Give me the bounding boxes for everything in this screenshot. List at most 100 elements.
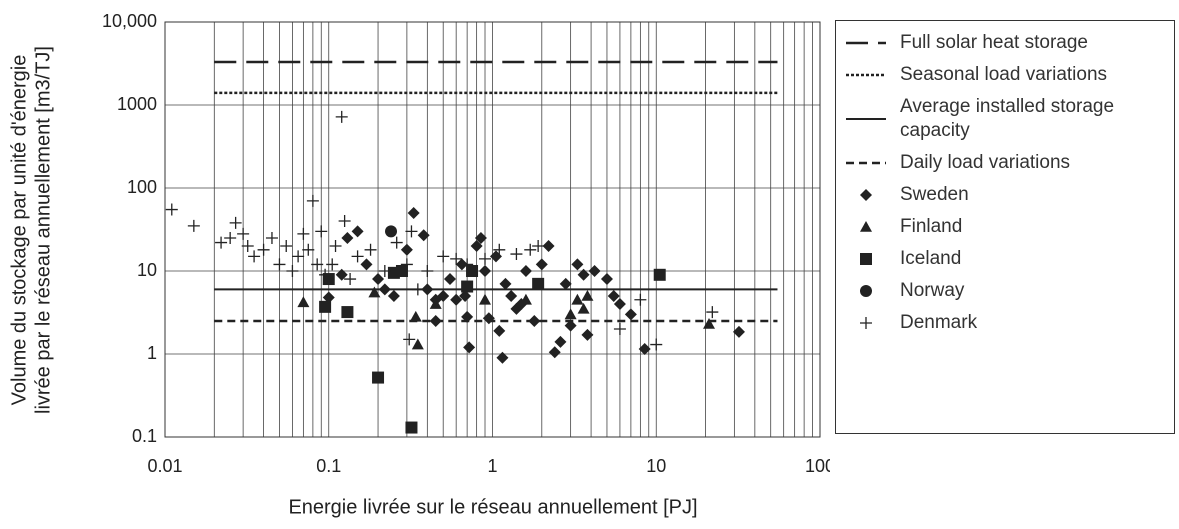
x-tick-label: 10 <box>646 456 666 476</box>
y-tick-label: 1000 <box>117 94 157 114</box>
point <box>519 293 532 305</box>
point <box>482 312 495 325</box>
point <box>577 268 590 281</box>
point <box>351 250 364 263</box>
point <box>368 286 381 298</box>
point <box>479 265 492 277</box>
point <box>450 293 463 306</box>
legend-swatch <box>846 118 886 120</box>
legend: Full solar heat storage Seasonal load var… <box>835 20 1175 434</box>
point <box>405 225 418 238</box>
point <box>335 110 348 123</box>
point <box>187 219 200 232</box>
point <box>499 277 512 290</box>
x-tick-label: 0.1 <box>316 456 341 476</box>
point <box>306 194 319 207</box>
point <box>341 306 354 319</box>
legend-entry: Average installed storage capacity <box>844 95 1166 143</box>
point <box>297 296 310 308</box>
point <box>510 248 523 261</box>
point <box>400 243 413 256</box>
point <box>319 300 332 313</box>
point <box>532 277 545 290</box>
x-axis-label: Energie livrée sur le réseau annuellemen… <box>288 496 697 518</box>
point <box>524 243 537 256</box>
point <box>634 293 647 306</box>
point <box>571 293 584 305</box>
point <box>335 268 348 281</box>
legend-label: Finland <box>900 216 963 237</box>
point <box>351 225 364 238</box>
point <box>519 265 532 277</box>
legend-swatch <box>860 317 872 329</box>
point <box>421 283 434 296</box>
y-axis-label: Volume du stockage par unité d'énergie <box>8 55 30 406</box>
y-tick-label: 100 <box>127 177 157 197</box>
point <box>542 240 555 253</box>
point <box>461 310 474 323</box>
point <box>311 258 324 271</box>
legend-swatch <box>846 161 886 165</box>
point <box>571 258 584 271</box>
point <box>341 231 354 244</box>
point <box>564 319 577 332</box>
point <box>322 291 335 304</box>
point <box>372 371 385 384</box>
legend-entry: Finland <box>844 215 1166 239</box>
point <box>411 283 424 296</box>
point <box>265 231 278 244</box>
legend-label: Seasonal load variations <box>900 64 1108 85</box>
point <box>292 250 305 263</box>
point <box>479 293 492 305</box>
point <box>319 268 332 281</box>
x-tick-label: 0.01 <box>147 456 182 476</box>
point <box>302 243 315 256</box>
point <box>554 335 567 348</box>
point <box>535 258 548 271</box>
point <box>421 265 434 277</box>
point <box>390 236 403 249</box>
legend-entry: Full solar heat storage <box>844 31 1166 55</box>
point <box>326 258 339 271</box>
point <box>638 342 651 355</box>
point <box>474 231 487 244</box>
point <box>450 252 463 265</box>
plot-frame <box>164 21 821 438</box>
point <box>224 231 237 244</box>
point <box>860 317 872 329</box>
point <box>624 308 637 321</box>
y-tick-label: 10,000 <box>102 11 157 31</box>
point <box>653 268 666 281</box>
point <box>405 421 418 434</box>
point <box>387 289 400 302</box>
x-tick-label: 100 <box>805 456 830 476</box>
point <box>613 323 626 336</box>
legend-entry: Denmark <box>844 311 1166 335</box>
point <box>860 285 872 297</box>
x-tick-label: 1 <box>487 456 497 476</box>
point <box>505 289 518 302</box>
legend-swatch <box>860 285 872 297</box>
point <box>607 289 620 302</box>
legend-swatch <box>860 253 872 265</box>
point <box>559 277 572 290</box>
legend-swatch <box>860 189 872 201</box>
point <box>297 227 310 240</box>
legend-swatch <box>846 41 886 45</box>
legend-label: Sweden <box>900 184 969 205</box>
point <box>466 265 479 277</box>
legend-entry: Iceland <box>844 247 1166 271</box>
y-tick-label: 10 <box>137 260 157 280</box>
point <box>479 252 492 265</box>
point <box>360 258 373 271</box>
legend-swatch <box>846 73 886 77</box>
point <box>257 243 270 256</box>
point <box>532 240 545 253</box>
point <box>429 298 442 309</box>
chart: Energie livrée sur le réseau annuellemen… <box>8 11 835 519</box>
point <box>493 324 506 337</box>
point <box>581 328 594 341</box>
legend-label: Average installed storage capacity <box>900 96 1115 141</box>
point <box>378 265 391 277</box>
